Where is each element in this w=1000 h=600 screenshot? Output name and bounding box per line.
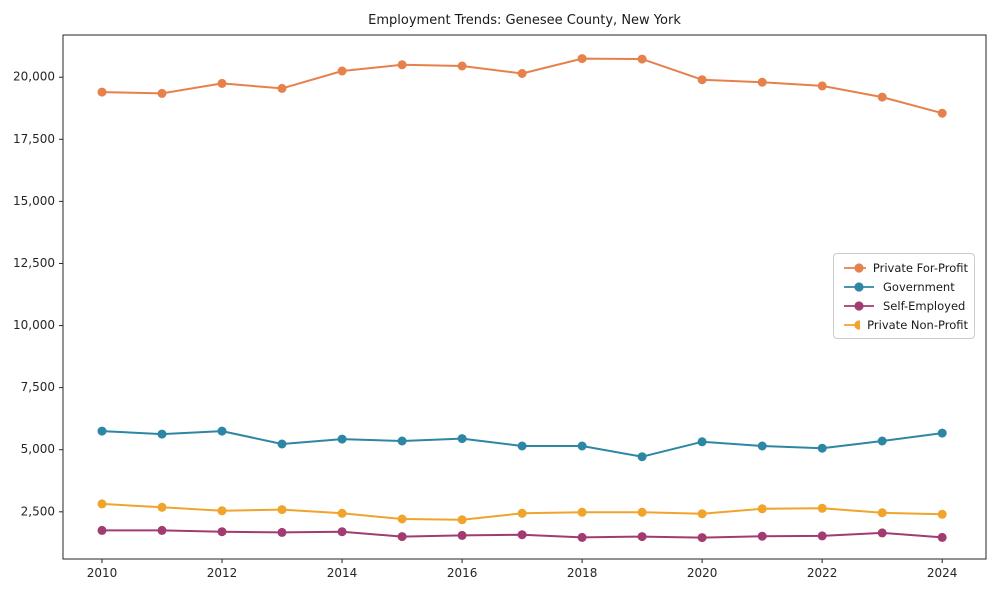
y-axis-tick-label: 5,000 (21, 442, 55, 456)
x-axis-tick-label: 2022 (807, 566, 838, 580)
chart-title: Employment Trends: Genesee County, New Y… (368, 13, 681, 28)
data-point-government (397, 436, 407, 446)
data-point-private-for-profit (517, 69, 527, 78)
x-axis-tick-label: 2024 (927, 566, 958, 580)
data-point-private-for-profit (157, 88, 167, 98)
legend-line-marker-icon (844, 319, 861, 330)
data-point-private-for-profit (637, 54, 647, 64)
series-line-private-for-profit (101, 57, 943, 115)
data-point-government (517, 441, 527, 451)
data-point-private-non-profit (637, 507, 647, 517)
x-axis-tick-label: 2010 (87, 566, 118, 580)
y-axis-tick-label: 12,500 (13, 256, 55, 270)
data-point-self-employed (577, 532, 587, 542)
data-point-self-employed (817, 531, 827, 541)
data-point-private-non-profit (97, 499, 107, 509)
legend-label: Private For-Profit (872, 260, 968, 275)
legend-line-marker-icon (844, 281, 874, 292)
data-point-private-for-profit (217, 78, 227, 88)
data-point-self-employed (517, 530, 527, 540)
y-axis-tick-label: 7,500 (21, 380, 55, 394)
y-axis-tick-label: 10,000 (13, 318, 55, 332)
data-point-self-employed (637, 532, 647, 542)
x-axis-tick-label: 2018 (567, 566, 598, 580)
data-point-private-non-profit (277, 505, 287, 515)
data-point-private-non-profit (217, 506, 227, 516)
data-point-government (637, 452, 647, 462)
data-point-private-for-profit (937, 108, 947, 118)
legend-item-self-employed: Self-Employed (842, 298, 968, 313)
data-point-private-non-profit (337, 508, 347, 518)
legend-label: Private Non-Profit (867, 317, 968, 332)
legend-label: Government (883, 279, 955, 294)
data-point-government (97, 426, 107, 436)
data-point-self-employed (457, 530, 467, 540)
data-point-self-employed (337, 527, 347, 537)
data-point-government (697, 437, 707, 447)
data-point-government (217, 426, 227, 436)
data-point-government (337, 434, 347, 444)
plot-frame (62, 34, 987, 560)
data-point-private-for-profit (337, 66, 347, 76)
data-point-private-for-profit (817, 81, 827, 91)
data-point-self-employed (757, 531, 767, 541)
data-point-private-for-profit (277, 83, 287, 93)
data-point-government (817, 443, 827, 453)
data-point-government (277, 439, 287, 449)
data-point-private-for-profit (577, 54, 587, 64)
data-point-self-employed (97, 525, 107, 535)
data-point-government (877, 436, 887, 446)
data-point-self-employed (877, 528, 887, 538)
data-point-private-non-profit (157, 502, 167, 512)
data-point-private-for-profit (697, 75, 707, 85)
data-point-private-for-profit (757, 77, 767, 87)
y-axis-tick-label: 2,500 (21, 504, 55, 518)
data-point-private-non-profit (457, 515, 467, 525)
data-point-self-employed (157, 525, 167, 535)
data-point-government (937, 428, 947, 438)
legend-line-marker-icon (844, 262, 866, 273)
data-point-private-non-profit (877, 508, 887, 518)
data-point-private-non-profit (937, 509, 947, 519)
x-axis-tick-label: 2020 (687, 566, 718, 580)
data-point-private-non-profit (577, 507, 587, 517)
data-point-private-for-profit (877, 92, 887, 102)
data-point-private-non-profit (757, 504, 767, 514)
data-point-private-non-profit (697, 509, 707, 519)
data-point-government (157, 429, 167, 439)
data-point-self-employed (217, 527, 227, 537)
data-point-government (577, 441, 587, 451)
data-point-self-employed (937, 532, 947, 542)
data-point-private-non-profit (817, 503, 827, 513)
legend-item-private-non-profit: Private Non-Profit (842, 317, 968, 332)
x-axis-tick-label: 2012 (207, 566, 238, 580)
legend-item-government: Government (842, 279, 968, 294)
y-axis-tick-label: 17,500 (13, 132, 55, 146)
data-point-private-for-profit (397, 60, 407, 70)
x-axis-tick-label: 2016 (447, 566, 478, 580)
data-point-self-employed (697, 533, 707, 543)
y-axis-tick-label: 15,000 (13, 194, 55, 208)
legend: Private For-Profit Government Self-Emplo… (833, 253, 975, 339)
data-point-government (757, 441, 767, 451)
legend-label: Self-Employed (883, 298, 966, 313)
legend-line-marker-icon (844, 300, 874, 311)
data-point-self-employed (397, 532, 407, 542)
y-axis-tick-label: 20,000 (13, 70, 55, 84)
legend-item-private-for-profit: Private For-Profit (842, 260, 968, 275)
data-point-self-employed (277, 527, 287, 537)
data-point-private-non-profit (517, 508, 527, 518)
data-point-private-for-profit (457, 61, 467, 71)
x-axis-tick-label: 2014 (327, 566, 358, 580)
data-point-private-non-profit (397, 514, 407, 524)
data-point-government (457, 434, 467, 444)
data-point-private-for-profit (97, 87, 107, 97)
